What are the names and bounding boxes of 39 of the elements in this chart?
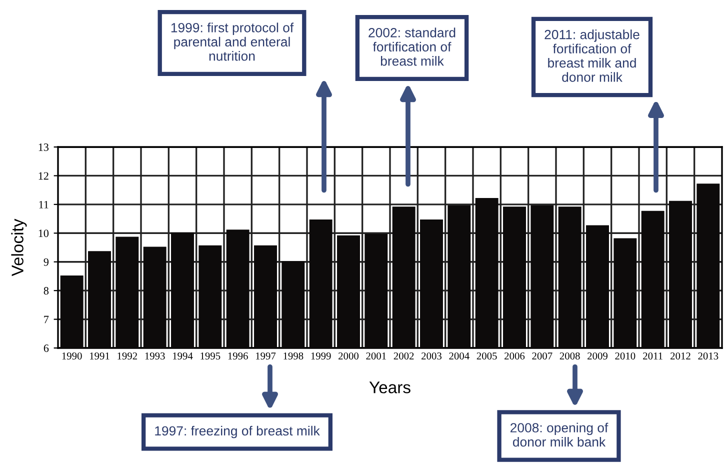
x-tick-label: 2000 bbox=[338, 352, 359, 360]
y-tick-label: 13 bbox=[38, 143, 49, 151]
x-tick-label: 1995 bbox=[200, 352, 220, 360]
x-tick-label: 2012 bbox=[670, 352, 690, 360]
x-tick-label: 1990 bbox=[62, 352, 82, 360]
x-tick-label: 2010 bbox=[615, 352, 636, 360]
y-tick-label: 8 bbox=[44, 287, 49, 295]
x-axis-title: Years bbox=[369, 382, 410, 394]
x-tick-label: 1998 bbox=[284, 352, 304, 360]
x-tick-label: 1999 bbox=[311, 352, 331, 360]
text: 1997: freezing of breast milk bbox=[155, 426, 320, 438]
x-tick-label: 2007 bbox=[532, 352, 552, 360]
x-tick-label: 2002 bbox=[394, 352, 414, 360]
x-tick-label: 2011 bbox=[643, 352, 662, 360]
y-tick-label: 9 bbox=[44, 258, 49, 266]
x-tick-label: 2013 bbox=[698, 352, 718, 360]
y-tick-label: 6 bbox=[44, 344, 49, 352]
text: 1999: first protocol of parental and enteral nutrition bbox=[171, 22, 294, 61]
y-tick-label: 10 bbox=[38, 230, 49, 238]
x-tick-label: 1992 bbox=[118, 352, 138, 360]
x-tick-label: 1991 bbox=[90, 352, 110, 360]
text: 2008: opening of donor milk bank bbox=[510, 422, 608, 447]
y-tick-label: 7 bbox=[44, 316, 49, 324]
y-tick-label: 12 bbox=[38, 172, 48, 180]
text: 2011: adjustable fortification of breast milk and donor milk bbox=[544, 30, 640, 82]
x-tick-label: 2006 bbox=[504, 352, 525, 360]
x-tick-label: 2003 bbox=[422, 352, 442, 360]
x-tick-label: 1993 bbox=[145, 352, 165, 360]
y-axis-title: Velocity bbox=[11, 218, 27, 276]
text: 2002: standard fortification of breast milk bbox=[368, 28, 456, 66]
x-tick-label: 2008 bbox=[560, 352, 580, 360]
x-tick-label: 2009 bbox=[588, 352, 608, 360]
x-tick-label: 2001 bbox=[366, 352, 386, 360]
x-tick-label: 2005 bbox=[476, 352, 497, 360]
x-tick-label: 1994 bbox=[173, 352, 193, 360]
x-tick-label: 2004 bbox=[449, 352, 470, 360]
y-tick-label: 11 bbox=[39, 200, 48, 208]
x-tick-label: 1997 bbox=[256, 352, 276, 360]
x-tick-label: 1996 bbox=[228, 352, 248, 360]
